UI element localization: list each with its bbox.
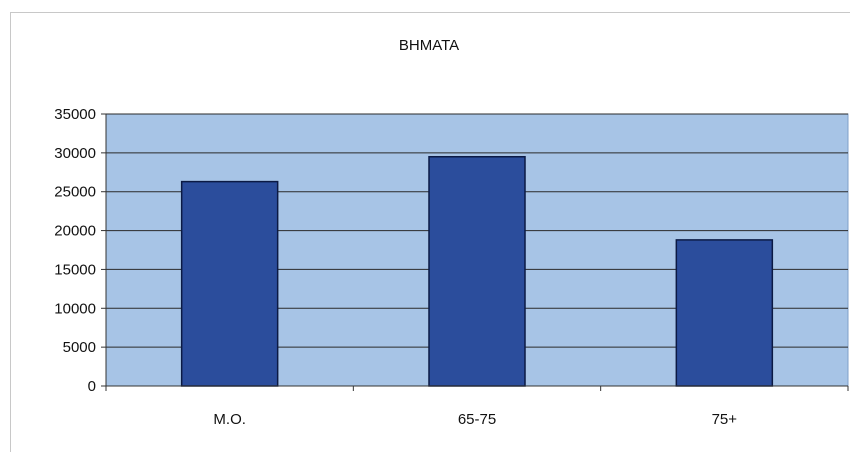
y-tick-label: 0 [88,378,96,395]
bar-3 [675,239,774,387]
bar-2 [428,155,526,387]
x-tick-label: M.O. [213,411,246,428]
y-tick-label: 10000 [54,300,96,317]
x-tick-label: 75+ [712,411,738,428]
bars [180,155,774,387]
x-tick-label: 65-75 [458,411,496,428]
chart-frame [10,12,850,452]
x-tick-labels: M.O. 65-75 75+ [213,411,737,428]
bar-1 [180,180,279,387]
y-tick-label: 25000 [54,184,96,201]
y-tick-label: 15000 [54,261,96,278]
y-tick-label: 30000 [54,145,96,162]
y-tick-label: 5000 [63,339,96,356]
axes [105,114,849,391]
chart-title: BHMATA [399,37,459,54]
y-tick-label: 20000 [54,223,96,240]
y-tick-label: 35000 [54,106,96,123]
y-tick-labels: 0 5000 10000 15000 20000 25000 30000 35000 [54,106,96,395]
